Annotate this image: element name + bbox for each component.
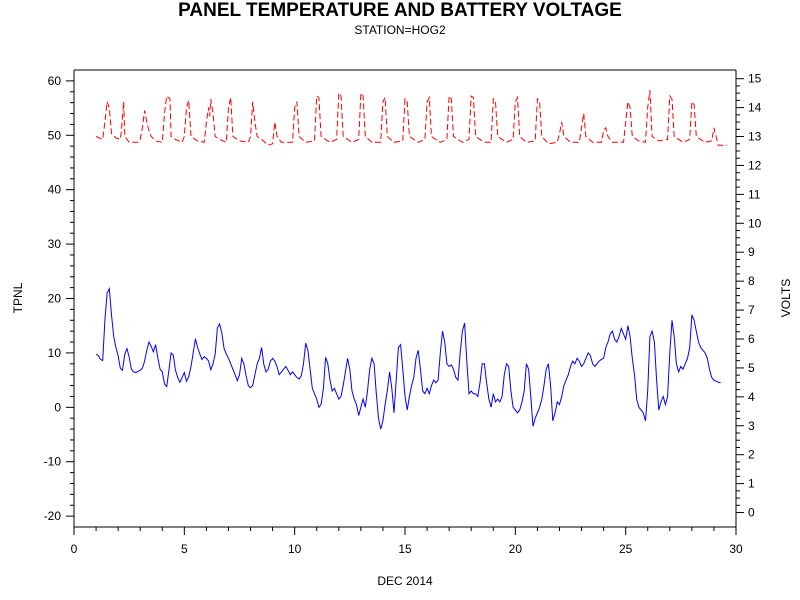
right-y-tick-label: 6 (748, 332, 755, 346)
left-y-tick-label: 20 (48, 292, 62, 306)
left-y-tick-label: 60 (48, 74, 62, 88)
right-y-tick-label: 12 (748, 158, 762, 172)
left-y-tick-label: 50 (48, 128, 62, 142)
right-y-tick-label: 3 (748, 419, 755, 433)
left-y-tick-label: 40 (48, 183, 62, 197)
right-y-tick-label: 5 (748, 361, 755, 375)
chart-title: PANEL TEMPERATURE AND BATTERY VOLTAGE (178, 0, 622, 21)
right-y-tick-label: 1 (748, 477, 755, 491)
right-y-tick-label: 13 (748, 130, 762, 144)
right-y-tick-label: 7 (748, 303, 755, 317)
plot-frame (73, 69, 737, 528)
x-tick-label: 0 (71, 542, 78, 556)
left-y-tick-label: 30 (48, 237, 62, 251)
x-axis-ticks: 0 5 10 15 20 25 30 (71, 527, 743, 556)
left-y-axis-ticks: -20 -10 0 10 20 30 40 50 60 (44, 74, 74, 523)
left-y-axis-label: TPNL (11, 282, 25, 313)
x-tick-label: 10 (288, 542, 302, 556)
battery-voltage-line (95, 90, 728, 146)
x-tick-label: 15 (398, 542, 412, 556)
right-y-tick-label: 14 (748, 101, 762, 115)
right-y-tick-label: 8 (748, 274, 755, 288)
left-y-tick-label: 10 (48, 346, 62, 360)
series-layer (95, 90, 728, 430)
x-tick-label: 30 (729, 542, 743, 556)
chart-subtitle: STATION=HOG2 (354, 23, 446, 37)
right-y-tick-label: 0 (748, 506, 755, 520)
left-y-tick-label: -20 (44, 509, 62, 523)
right-y-tick-label: 4 (748, 390, 755, 404)
right-y-tick-label: 10 (748, 216, 762, 230)
right-y-tick-label: 11 (748, 187, 761, 201)
panel-temperature-line (95, 286, 721, 430)
right-y-tick-label: 15 (748, 72, 762, 86)
right-y-axis-label: VOLTS (779, 279, 793, 317)
x-tick-label: 20 (509, 542, 523, 556)
x-tick-label: 25 (619, 542, 633, 556)
x-axis-label: DEC 2014 (377, 574, 433, 588)
right-y-tick-label: 9 (748, 245, 755, 259)
right-y-tick-label: 2 (748, 448, 755, 462)
left-y-tick-label: -10 (44, 455, 62, 469)
left-y-tick-label: 0 (54, 400, 61, 414)
x-tick-label: 5 (181, 542, 188, 556)
